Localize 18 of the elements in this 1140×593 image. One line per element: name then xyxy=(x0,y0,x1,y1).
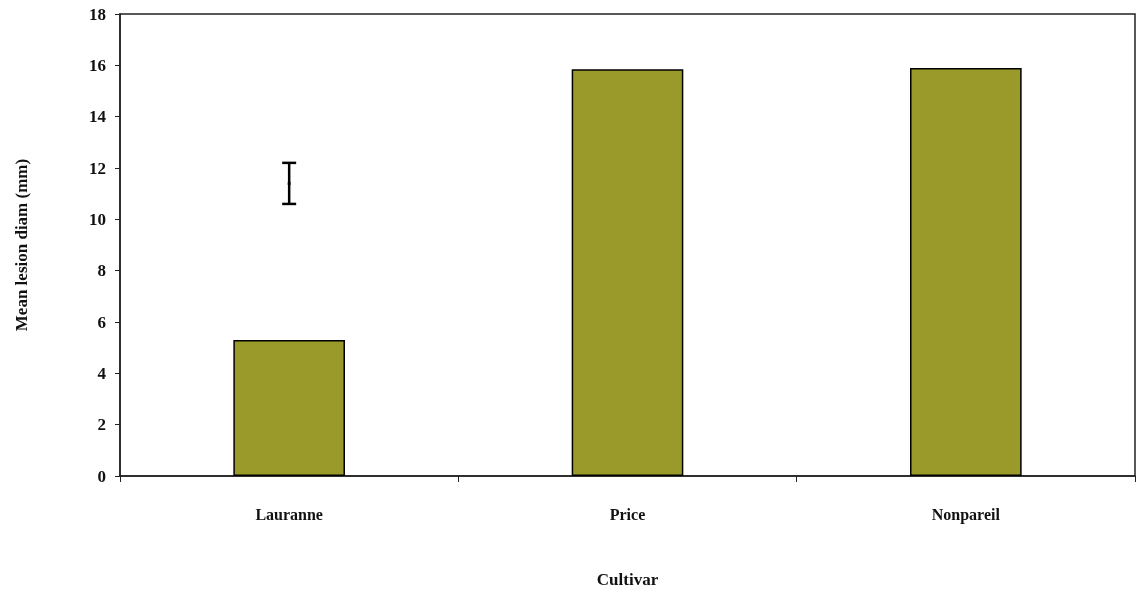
y-tick-label: 12 xyxy=(89,158,106,178)
y-tick-label: 2 xyxy=(97,415,106,435)
y-tick-label: 4 xyxy=(97,363,107,383)
x-tick-label: Nonpareil xyxy=(931,505,1001,524)
y-axis-title: Mean lesion diam (mm) xyxy=(12,158,31,332)
bar xyxy=(571,69,684,476)
y-tick-label: 6 xyxy=(97,312,106,332)
y-tick-label: 10 xyxy=(89,209,106,229)
y-tick-label: 8 xyxy=(97,261,106,281)
y-tick-label: 14 xyxy=(89,107,107,127)
y-tick-label: 18 xyxy=(89,4,106,24)
x-tick-label: Lauranne xyxy=(255,505,323,523)
x-tick-label: Price xyxy=(609,505,646,523)
y-tick-label: 16 xyxy=(89,55,106,75)
bar xyxy=(910,67,1022,476)
bar xyxy=(233,339,345,476)
y-tick-label: 0 xyxy=(97,466,106,486)
x-axis-title: Cultivar xyxy=(596,570,659,589)
